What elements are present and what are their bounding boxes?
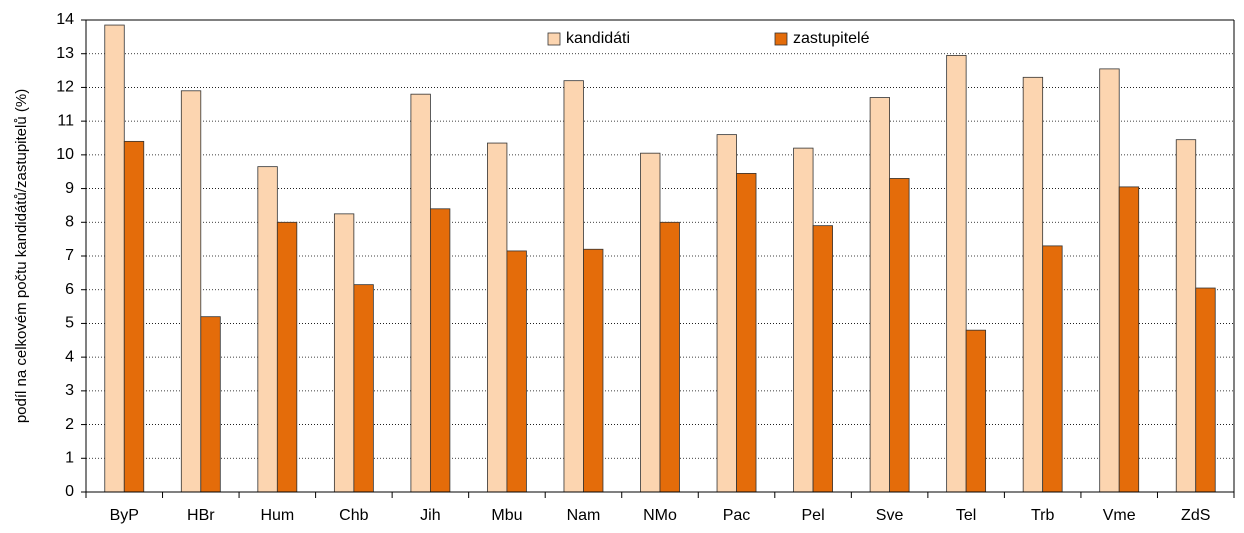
bar: [1042, 245, 1063, 493]
x-tick-label: Jih: [420, 507, 440, 524]
bar: [965, 329, 987, 493]
bar: [563, 80, 584, 493]
bar: [889, 178, 910, 493]
legend-swatch: [774, 32, 788, 46]
legend-label: kandidáti: [566, 30, 630, 47]
x-tick-label: Mbu: [491, 507, 522, 524]
bar: [1195, 287, 1216, 493]
y-tick-label: 14: [56, 11, 74, 28]
y-tick-label: 11: [57, 112, 74, 129]
bar: [104, 24, 125, 493]
bar: [257, 166, 278, 493]
x-tick-label: Vme: [1103, 507, 1136, 524]
bar: [333, 213, 355, 493]
bar: [640, 152, 661, 493]
bar: [1175, 139, 1197, 493]
x-tick-label: ZdS: [1181, 507, 1210, 524]
bar: [716, 134, 737, 493]
y-tick-label: 0: [65, 483, 74, 500]
bar: [869, 97, 890, 493]
bar: [1118, 186, 1140, 493]
x-tick-label: Sve: [876, 507, 904, 524]
bar: [353, 284, 374, 493]
x-tick-label: Pel: [802, 507, 825, 524]
bar: [736, 172, 757, 493]
x-tick-label: Trb: [1031, 507, 1055, 524]
bar: [812, 225, 833, 493]
bar: [659, 221, 680, 493]
bar: [123, 140, 145, 493]
y-tick-label: 4: [65, 348, 74, 365]
y-tick-label: 1: [65, 450, 74, 467]
bar: [506, 250, 527, 493]
x-tick-label: NMo: [643, 507, 677, 524]
bar: [1022, 76, 1044, 493]
y-tick-label: 6: [65, 281, 74, 298]
x-tick-label: Chb: [339, 507, 368, 524]
x-tick-label: Nam: [567, 507, 601, 524]
x-tick-label: HBr: [187, 507, 215, 524]
legend-label: zastupitelé: [793, 30, 870, 47]
y-tick-label: 9: [65, 180, 74, 197]
x-tick-label: Pac: [723, 507, 751, 524]
y-tick-label: 3: [65, 382, 74, 399]
bar: [583, 248, 604, 493]
x-tick-label: Tel: [956, 507, 976, 524]
y-tick-label: 8: [65, 214, 74, 231]
y-tick-label: 7: [65, 247, 74, 264]
bar: [946, 55, 967, 493]
bar: [180, 90, 202, 493]
y-tick-label: 12: [56, 79, 74, 96]
y-tick-label: 13: [56, 45, 74, 62]
bar: [429, 208, 451, 493]
bar: [793, 147, 814, 493]
bar: [487, 142, 508, 493]
y-tick-label: 5: [65, 315, 74, 332]
bar: [1099, 68, 1120, 493]
y-tick-label: 10: [56, 146, 74, 163]
x-tick-label: Hum: [260, 507, 294, 524]
bar: [410, 93, 431, 493]
y-axis-label: podíl na celkovém počtu kandidátů/zastup…: [13, 89, 30, 423]
x-tick-label: ByP: [110, 507, 139, 524]
bar: [200, 316, 221, 493]
y-tick-label: 2: [65, 416, 74, 433]
legend-swatch: [547, 32, 561, 46]
bar: [276, 221, 298, 493]
